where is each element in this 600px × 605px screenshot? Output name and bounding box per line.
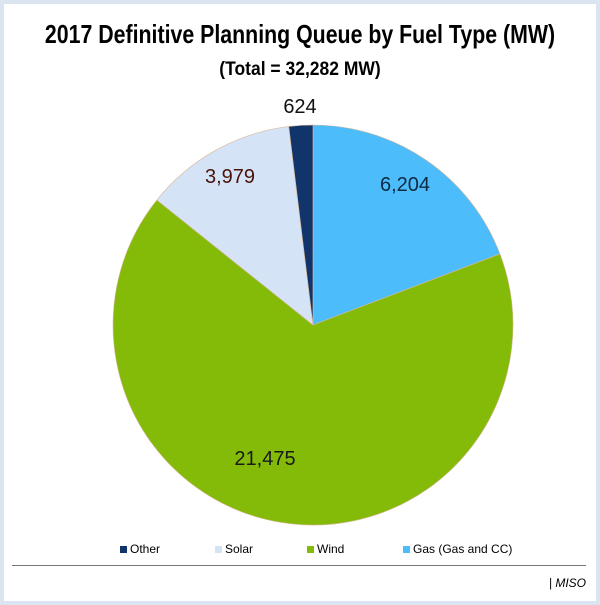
data-label-gas: 6,204 [380, 174, 430, 196]
legend-swatch [307, 545, 314, 553]
legend-label: Gas (Gas and CC) [413, 542, 513, 556]
legend-swatch [215, 545, 222, 553]
source-label: | MISO [548, 576, 586, 590]
legend-item-other: Other [120, 542, 160, 556]
legend-label: Wind [317, 542, 345, 556]
legend-item-gas: Gas (Gas and CC) [403, 542, 512, 556]
legend-swatch [120, 545, 127, 553]
legend-swatch [403, 545, 410, 553]
pie-slice-solar [156, 126, 314, 326]
chart-subtitle: (Total = 32,282 MW) [219, 59, 381, 80]
pie-slice-wind [112, 199, 514, 526]
legend: Other Solar Wind Gas (Gas and CC) [0, 542, 600, 558]
data-label-other: 624 [283, 96, 316, 118]
legend-item-solar: Solar [215, 542, 253, 556]
legend-item-wind: Wind [307, 542, 344, 556]
legend-label: Solar [225, 542, 254, 556]
data-label-solar: 3,979 [205, 166, 255, 188]
pie-slice-gas [312, 124, 501, 326]
legend-label: Other [130, 542, 161, 556]
data-label-wind: 21,475 [234, 448, 295, 470]
chart-title: 2017 Definitive Planning Queue by Fuel T… [44, 19, 556, 49]
divider [12, 565, 586, 566]
pie-slice-other [288, 124, 314, 326]
